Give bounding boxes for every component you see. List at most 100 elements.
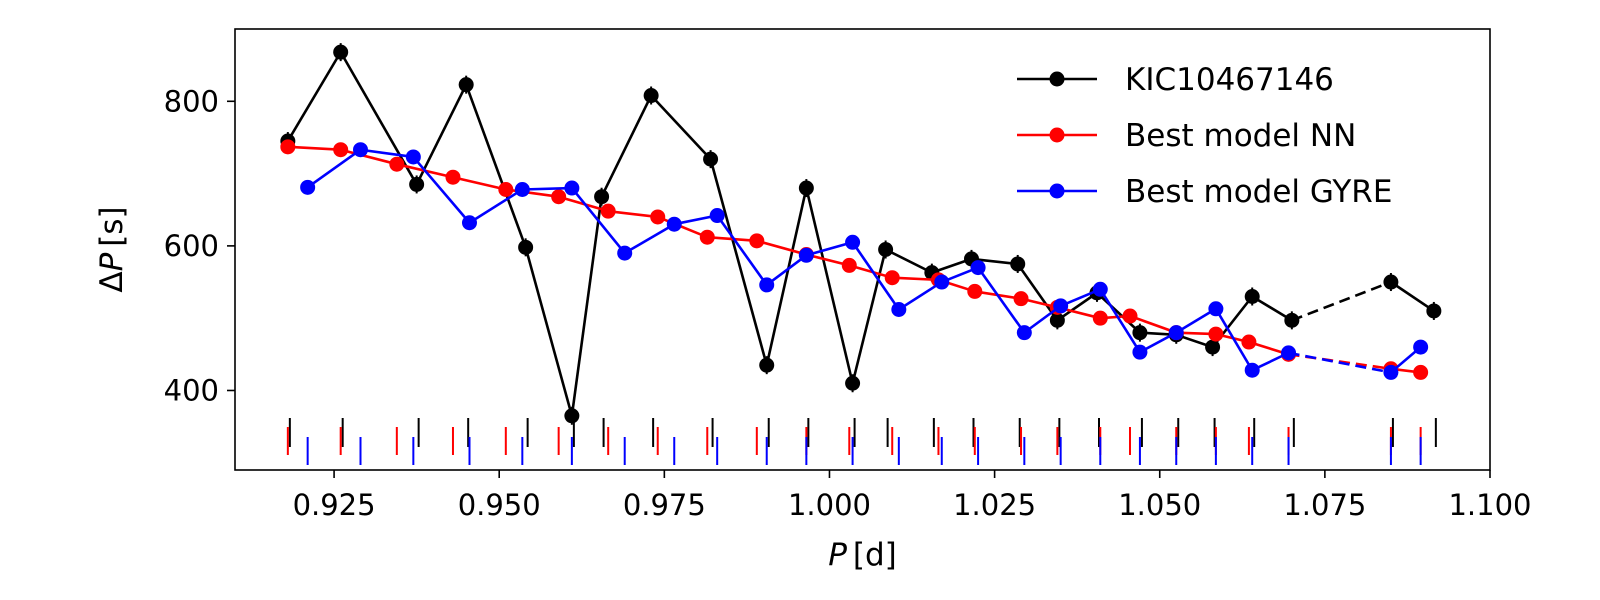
series-line-segment — [756, 239, 807, 256]
data-point — [845, 234, 861, 250]
data-point — [970, 260, 986, 276]
data-point — [798, 247, 814, 263]
legend-label: KIC10467146 — [1125, 62, 1334, 98]
data-point — [300, 179, 316, 195]
data-point — [551, 189, 567, 205]
data-point — [891, 302, 907, 318]
y-axis-ticks: 400 600 800 — [164, 84, 235, 407]
data-point — [841, 257, 857, 273]
legend-label: Best model NN — [1125, 118, 1356, 154]
x-tick-label: 1.000 — [788, 488, 871, 522]
data-point — [1132, 344, 1148, 360]
series-line-segment — [1056, 291, 1098, 322]
y-axis-label-unit: [s] — [94, 206, 130, 246]
series-layer — [280, 43, 1442, 425]
series-line-segment — [1129, 314, 1177, 334]
x-tick-label: 1.075 — [1283, 488, 1366, 522]
legend-marker — [1049, 183, 1065, 199]
series-2 — [300, 142, 1429, 380]
data-point — [405, 149, 421, 165]
period-rug-marks — [286, 418, 1437, 465]
data-point — [1413, 339, 1429, 355]
data-point — [617, 245, 633, 261]
series-line-segment — [1390, 280, 1435, 313]
data-point — [564, 180, 580, 196]
x-axis-label-var: P — [828, 537, 847, 573]
series-line-segment — [522, 186, 572, 191]
series-line-segment — [885, 248, 933, 274]
series-line-segment — [892, 276, 939, 282]
data-point — [1092, 281, 1108, 297]
series-line-segment — [971, 257, 1018, 266]
series-line-segment — [1288, 351, 1392, 374]
series-line-segment — [765, 254, 808, 286]
data-point — [1092, 310, 1108, 326]
series-line-segment — [707, 235, 757, 243]
series-line-segment — [898, 280, 943, 311]
series-line-segment — [709, 158, 768, 366]
series-0 — [280, 43, 1442, 425]
series-line-segment — [851, 249, 887, 384]
series-line-segment — [716, 214, 768, 286]
legend-marker — [1049, 127, 1065, 143]
series-line-segment — [805, 187, 854, 384]
y-tick-label: 800 — [164, 84, 219, 118]
series-line-segment — [360, 148, 414, 159]
series-line-segment — [505, 188, 559, 199]
data-point — [1208, 301, 1224, 317]
series-line-segment — [340, 148, 398, 166]
data-point — [759, 277, 775, 293]
x-tick-label: 0.925 — [293, 488, 376, 522]
series-line-segment — [524, 246, 574, 417]
series-line-segment — [415, 84, 468, 186]
series-line-segment — [287, 145, 341, 152]
x-tick-label: 1.025 — [953, 488, 1036, 522]
data-point — [445, 169, 461, 185]
series-line-segment — [464, 84, 527, 248]
series-line-segment — [765, 187, 808, 366]
data-point — [353, 142, 368, 158]
data-point — [1013, 291, 1029, 307]
series-line-segment — [286, 51, 342, 142]
series-line-segment — [306, 148, 362, 189]
data-point — [461, 215, 477, 231]
data-point — [1413, 364, 1429, 380]
series-line-segment — [1251, 295, 1293, 322]
data-point — [1244, 362, 1260, 378]
data-point — [699, 229, 715, 245]
series-line-segment — [570, 187, 626, 254]
x-tick-label: 0.975 — [623, 488, 706, 522]
y-axis-label: ΔP [s] — [94, 206, 130, 292]
x-tick-label: 1.050 — [1118, 488, 1201, 522]
legend-marker — [1049, 71, 1065, 87]
data-point — [884, 270, 900, 286]
data-point — [1208, 326, 1224, 342]
data-point — [1383, 364, 1399, 380]
x-axis-label: P [d] — [828, 537, 897, 573]
series-line-segment — [806, 241, 853, 257]
legend: KIC10467146 Best model NN Best model GYRE — [1017, 62, 1392, 210]
series-line-segment — [452, 175, 507, 191]
series-line-segment — [1291, 280, 1392, 322]
x-axis-ticks: 0.925 0.950 0.975 1.000 1.025 1.050 1.075 1.100 — [293, 470, 1532, 522]
series-line-segment — [624, 223, 675, 255]
data-point — [514, 181, 530, 197]
series-line-segment — [1096, 291, 1141, 334]
series-line-segment — [650, 94, 712, 161]
data-point — [333, 142, 349, 158]
series-line-segment — [339, 51, 418, 186]
data-point — [1168, 325, 1184, 341]
data-point — [1241, 334, 1257, 350]
legend-label: Best model GYRE — [1125, 174, 1392, 210]
y-axis-label-var: P — [94, 252, 130, 271]
data-point — [650, 209, 666, 225]
x-tick-label: 0.950 — [458, 488, 541, 522]
x-tick-label: 1.100 — [1448, 488, 1531, 522]
data-point — [600, 203, 616, 219]
x-axis-label-unit: [d] — [853, 537, 897, 573]
data-point — [934, 274, 950, 290]
series-line-segment — [977, 266, 1026, 334]
data-point — [1281, 345, 1297, 361]
series-line-segment — [657, 215, 708, 239]
